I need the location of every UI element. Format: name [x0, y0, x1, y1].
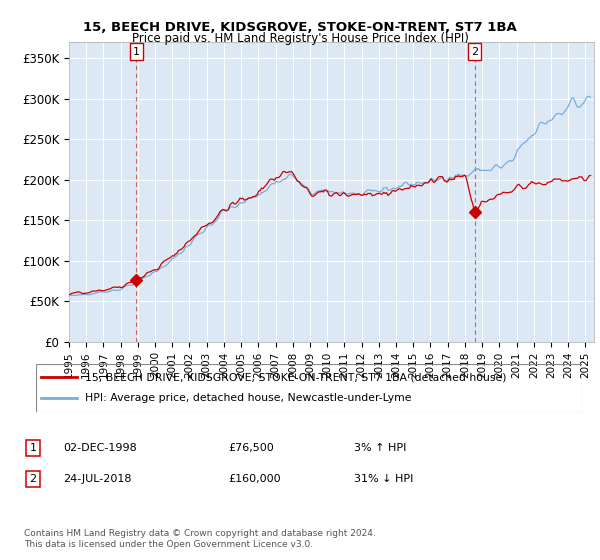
- Text: 2: 2: [471, 46, 478, 57]
- Text: 24-JUL-2018: 24-JUL-2018: [63, 474, 131, 484]
- Text: £160,000: £160,000: [228, 474, 281, 484]
- Text: 31% ↓ HPI: 31% ↓ HPI: [354, 474, 413, 484]
- Text: 3% ↑ HPI: 3% ↑ HPI: [354, 443, 406, 453]
- Text: 15, BEECH DRIVE, KIDSGROVE, STOKE-ON-TRENT, ST7 1BA (detached house): 15, BEECH DRIVE, KIDSGROVE, STOKE-ON-TRE…: [85, 372, 506, 382]
- Text: £76,500: £76,500: [228, 443, 274, 453]
- Text: 1: 1: [29, 443, 37, 453]
- Text: Contains HM Land Registry data © Crown copyright and database right 2024.
This d: Contains HM Land Registry data © Crown c…: [24, 529, 376, 549]
- Text: 15, BEECH DRIVE, KIDSGROVE, STOKE-ON-TRENT, ST7 1BA: 15, BEECH DRIVE, KIDSGROVE, STOKE-ON-TRE…: [83, 21, 517, 34]
- Text: Price paid vs. HM Land Registry's House Price Index (HPI): Price paid vs. HM Land Registry's House …: [131, 32, 469, 45]
- Text: 2: 2: [29, 474, 37, 484]
- Text: HPI: Average price, detached house, Newcastle-under-Lyme: HPI: Average price, detached house, Newc…: [85, 393, 412, 403]
- Text: 02-DEC-1998: 02-DEC-1998: [63, 443, 137, 453]
- Text: 1: 1: [133, 46, 140, 57]
